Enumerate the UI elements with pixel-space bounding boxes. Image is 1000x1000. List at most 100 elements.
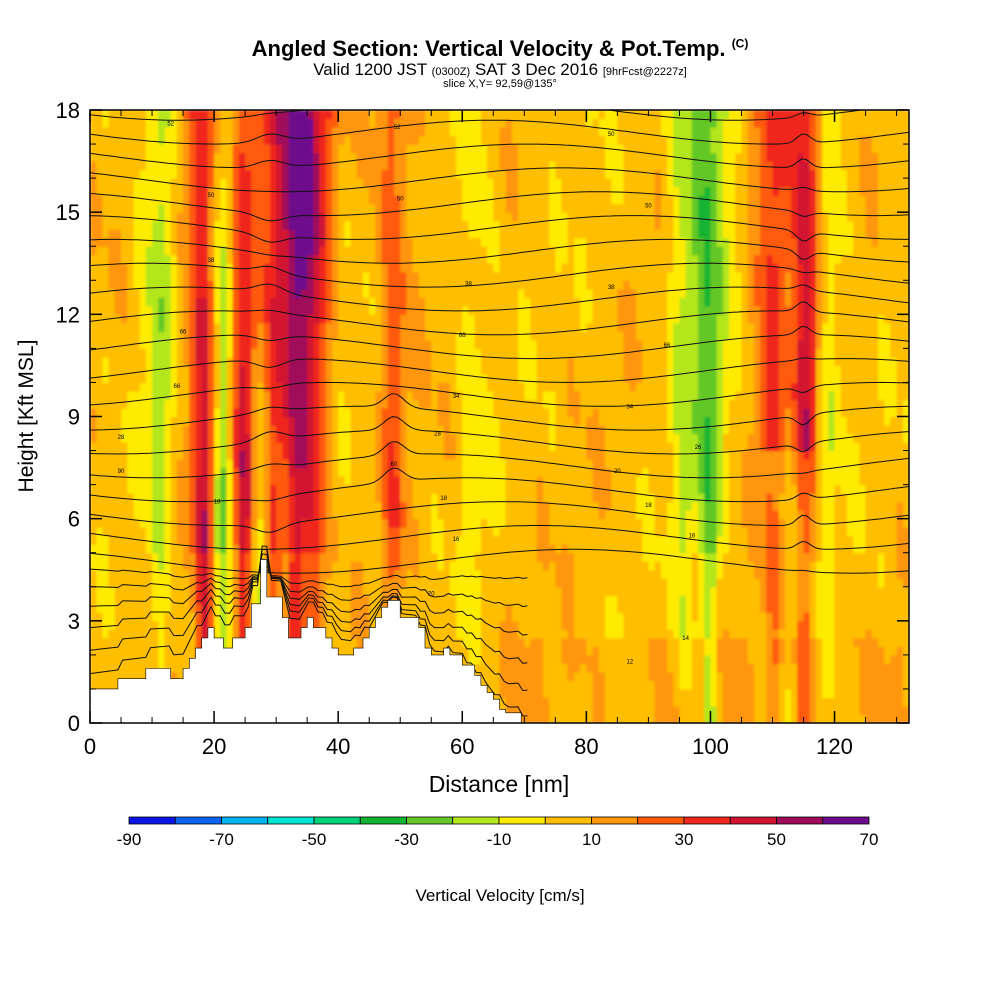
- velocity-cell: [133, 663, 141, 673]
- velocity-cell: [387, 339, 395, 349]
- velocity-cell: [437, 161, 445, 171]
- velocity-cell: [418, 390, 426, 401]
- velocity-cell: [437, 331, 445, 341]
- velocity-cell: [164, 501, 172, 511]
- velocity-cell: [325, 501, 333, 511]
- velocity-cell: [511, 637, 519, 647]
- velocity-cell: [381, 263, 389, 273]
- velocity-cell: [437, 501, 445, 511]
- velocity-cell: [152, 118, 159, 128]
- velocity-cell: [462, 263, 470, 273]
- velocity-cell: [263, 178, 271, 188]
- velocity-cell: [381, 169, 389, 179]
- velocity-cell: [487, 161, 494, 171]
- velocity-cell: [381, 425, 389, 435]
- velocity-cell: [170, 118, 178, 128]
- velocity-cell: [121, 288, 128, 298]
- velocity-cell: [108, 135, 116, 145]
- velocity-cell: [257, 195, 265, 205]
- velocity-cell: [418, 127, 426, 137]
- velocity-cell: [406, 356, 414, 367]
- velocity-cell: [313, 144, 321, 154]
- velocity-cell: [288, 442, 296, 452]
- velocity-cell: [176, 603, 184, 613]
- velocity-cell: [139, 390, 147, 401]
- velocity-cell: [152, 459, 159, 469]
- velocity-cell: [251, 450, 259, 460]
- velocity-cell: [462, 484, 470, 494]
- velocity-cell: [456, 637, 463, 647]
- velocity-cell: [474, 663, 482, 673]
- velocity-cell: [499, 399, 507, 409]
- velocity-cell: [232, 322, 240, 332]
- velocity-cell: [195, 237, 203, 247]
- velocity-cell: [487, 654, 494, 664]
- velocity-cell: [369, 484, 376, 494]
- velocity-cell: [431, 501, 439, 511]
- velocity-cell: [400, 561, 408, 571]
- velocity-cell: [313, 152, 321, 162]
- velocity-cell: [282, 118, 290, 128]
- velocity-cell: [449, 416, 457, 426]
- velocity-cell: [431, 459, 439, 469]
- velocity-cell: [108, 288, 116, 298]
- velocity-cell: [145, 212, 153, 222]
- velocity-cell: [276, 484, 283, 494]
- velocity-cell: [487, 280, 494, 290]
- velocity-cell: [325, 322, 333, 332]
- velocity-cell: [350, 561, 358, 571]
- velocity-cell: [195, 603, 203, 613]
- velocity-cell: [443, 339, 451, 349]
- velocity-cell: [145, 407, 153, 418]
- velocity-cell: [269, 254, 277, 264]
- velocity-cell: [344, 339, 352, 349]
- velocity-cell: [375, 501, 383, 511]
- velocity-cell: [505, 110, 513, 120]
- velocity-cell: [170, 578, 178, 588]
- velocity-cell: [406, 178, 414, 188]
- velocity-cell: [418, 169, 426, 179]
- velocity-cell: [176, 382, 184, 392]
- velocity-cell: [387, 161, 395, 171]
- velocity-cell: [493, 271, 501, 281]
- velocity-cell: [511, 612, 519, 622]
- velocity-cell: [139, 322, 147, 332]
- velocity-cell: [325, 331, 333, 341]
- velocity-cell: [505, 629, 513, 639]
- velocity-cell: [294, 476, 302, 486]
- velocity-cell: [207, 510, 215, 520]
- velocity-cell: [319, 331, 327, 341]
- velocity-cell: [437, 178, 445, 188]
- velocity-cell: [127, 271, 135, 281]
- velocity-cell: [307, 569, 314, 579]
- velocity-cell: [145, 127, 153, 137]
- velocity-cell: [344, 535, 352, 545]
- velocity-cell: [369, 263, 376, 273]
- velocity-cell: [269, 229, 277, 239]
- velocity-cell: [394, 467, 401, 477]
- velocity-cell: [425, 467, 432, 477]
- velocity-cell: [331, 433, 339, 443]
- velocity-cell: [226, 518, 234, 528]
- velocity-cell: [319, 220, 327, 230]
- velocity-cell: [90, 407, 97, 418]
- velocity-cell: [331, 399, 339, 409]
- velocity-cell: [139, 356, 147, 367]
- velocity-cell: [468, 399, 476, 409]
- velocity-cell: [462, 620, 470, 630]
- velocity-cell: [412, 382, 420, 392]
- velocity-cell: [449, 339, 457, 349]
- velocity-cell: [170, 152, 178, 162]
- velocity-cell: [381, 433, 389, 443]
- velocity-cell: [164, 484, 172, 494]
- velocity-cell: [214, 220, 221, 230]
- velocity-cell: [505, 476, 513, 486]
- velocity-cell: [226, 237, 234, 247]
- velocity-cell: [425, 407, 432, 418]
- velocity-cell: [400, 144, 408, 154]
- velocity-cell: [214, 110, 221, 120]
- velocity-cell: [480, 493, 488, 503]
- velocity-cell: [363, 348, 370, 358]
- velocity-cell: [412, 501, 420, 511]
- velocity-cell: [418, 527, 426, 537]
